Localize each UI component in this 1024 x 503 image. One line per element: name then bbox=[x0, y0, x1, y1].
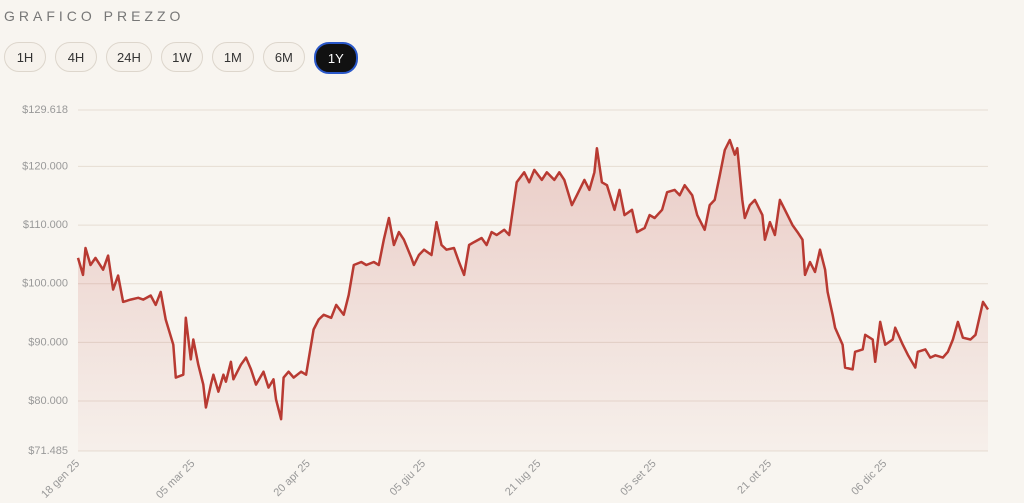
y-tick-label: $100.000 bbox=[22, 278, 68, 290]
y-tick-label: $129.618 bbox=[22, 104, 68, 116]
y-tick-label: $110.000 bbox=[23, 219, 68, 231]
y-tick-label: $90.000 bbox=[28, 336, 68, 348]
x-tick-label: 21 lug 25 bbox=[503, 458, 543, 498]
y-tick-label: $120.000 bbox=[22, 160, 68, 172]
x-tick-label: 06 dic 25 bbox=[849, 458, 889, 498]
range-button[interactable]: 1H bbox=[4, 42, 46, 72]
x-tick-label: 21 ott 25 bbox=[735, 458, 774, 497]
area bbox=[78, 140, 988, 451]
range-button[interactable]: 24H bbox=[106, 42, 152, 72]
range-button[interactable]: 1Y bbox=[313, 42, 358, 74]
x-tick-label: 20 apr 25 bbox=[271, 458, 312, 499]
x-tick-label: 18 gen 25 bbox=[39, 458, 82, 501]
x-tick-label: 05 giu 25 bbox=[388, 458, 428, 498]
page-title: GRAFICO PREZZO bbox=[4, 8, 185, 24]
range-button[interactable]: 4H bbox=[55, 42, 97, 72]
x-tick-label: 05 mar 25 bbox=[154, 458, 198, 502]
range-buttons: 1H 4H 24H 1W 1M 6M 1Y bbox=[4, 42, 358, 74]
y-tick-label: $80.000 bbox=[28, 395, 68, 407]
price-line bbox=[76, 138, 990, 421]
range-button[interactable]: 1M bbox=[211, 42, 254, 72]
x-tick-label: 05 set 25 bbox=[618, 458, 658, 498]
range-button[interactable]: 1W bbox=[160, 42, 203, 72]
range-button[interactable]: 6M bbox=[262, 42, 305, 72]
y-tick-label: $71.485 bbox=[28, 445, 68, 457]
